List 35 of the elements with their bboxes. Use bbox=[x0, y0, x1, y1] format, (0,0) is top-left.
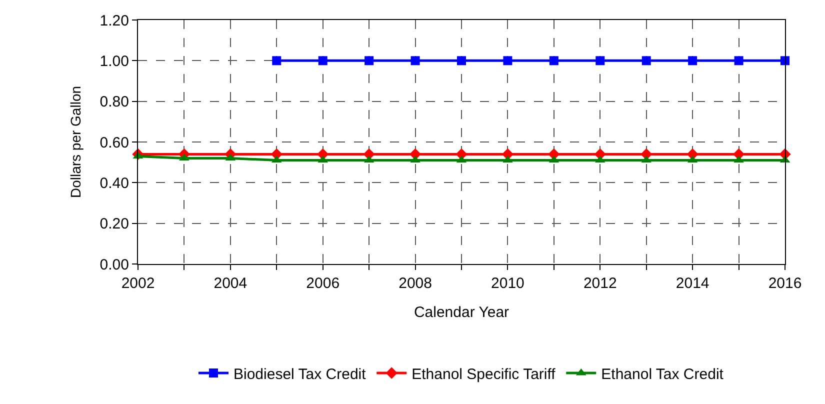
point bbox=[596, 56, 605, 66]
x-tick-label: 2014 bbox=[676, 275, 710, 292]
y-tick-label: 0.60 bbox=[100, 134, 129, 152]
legend-label: Ethanol Tax Credit bbox=[601, 366, 724, 383]
y-axis-title: Dollars per Gallon bbox=[67, 86, 84, 198]
y-tick-label: 0.00 bbox=[100, 256, 129, 274]
legend-label: Biodiesel Tax Credit bbox=[234, 366, 367, 383]
point bbox=[503, 56, 512, 66]
y-tick-label: 1.00 bbox=[100, 52, 129, 70]
x-tick-label: 2008 bbox=[398, 275, 432, 292]
legend-label: Ethanol Specific Tariff bbox=[412, 366, 556, 383]
x-axis-title: Calendar Year bbox=[414, 304, 510, 321]
point bbox=[457, 56, 466, 66]
point bbox=[179, 154, 190, 161]
point bbox=[688, 56, 698, 66]
x-tick-label: 2002 bbox=[121, 275, 155, 292]
point bbox=[272, 56, 282, 66]
point bbox=[734, 156, 744, 163]
point bbox=[410, 156, 420, 163]
y-tick-label: 0.20 bbox=[100, 216, 129, 233]
x-tick-label: 2004 bbox=[214, 275, 248, 292]
x-tick-label: 2006 bbox=[306, 275, 340, 292]
point bbox=[734, 56, 744, 66]
point bbox=[502, 156, 513, 163]
point bbox=[549, 56, 558, 66]
y-tick-label: 0.40 bbox=[100, 174, 129, 192]
x-tick-label: 2010 bbox=[491, 275, 524, 292]
point bbox=[642, 56, 651, 66]
point bbox=[364, 56, 374, 66]
point bbox=[410, 56, 420, 66]
x-tick-label: 2012 bbox=[583, 275, 617, 292]
y-tick-label: 1.20 bbox=[100, 12, 129, 30]
y-tick-label: 0.80 bbox=[100, 94, 129, 111]
point bbox=[318, 56, 328, 66]
x-tick-label: 2016 bbox=[768, 275, 802, 292]
